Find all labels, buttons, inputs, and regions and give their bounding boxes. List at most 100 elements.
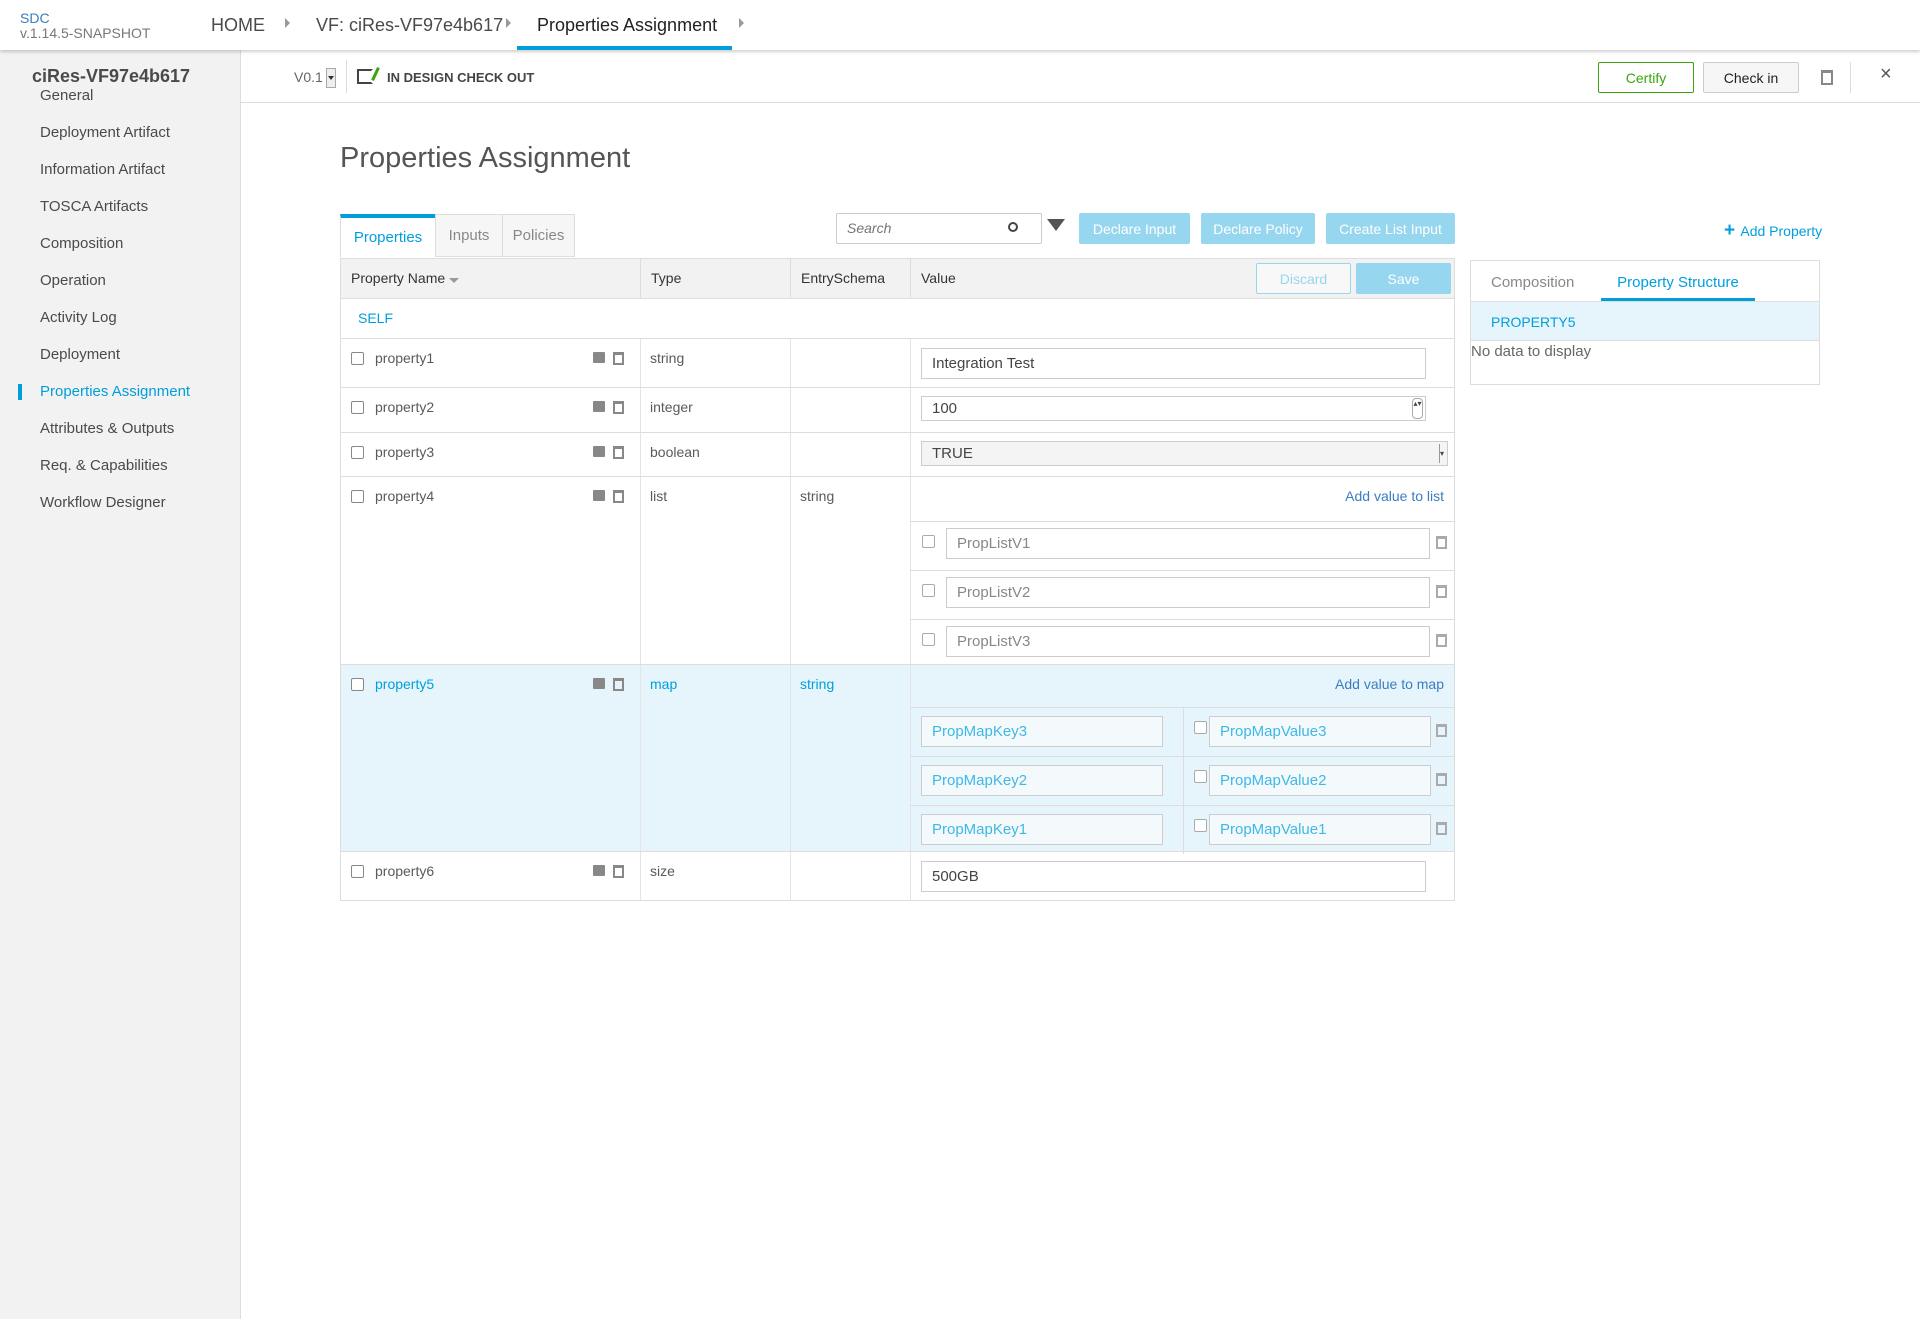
close-icon[interactable]: × <box>1880 63 1892 85</box>
chevron-right-icon <box>739 18 744 28</box>
sidebar-item[interactable]: Activity Log <box>40 309 117 326</box>
map-entry-checkbox[interactable] <box>1194 770 1207 783</box>
version-dropdown-icon[interactable] <box>326 68 336 88</box>
discard-button[interactable]: Discard <box>1256 263 1351 294</box>
search-icon[interactable] <box>1008 222 1018 232</box>
add-property-button[interactable]: + Add Property <box>1724 220 1822 242</box>
tab-policies[interactable]: Policies <box>502 214 575 257</box>
divider <box>910 852 911 900</box>
property-name: property4 <box>375 488 435 504</box>
sidebar-item[interactable]: TOSCA Artifacts <box>40 198 149 215</box>
save-button[interactable]: Save <box>1356 263 1451 294</box>
delete-trash-icon[interactable] <box>613 865 624 878</box>
list-item-input[interactable]: PropListV3 <box>946 626 1430 657</box>
sidebar-item[interactable]: Operation <box>40 272 106 289</box>
comment-icon[interactable] <box>593 401 605 412</box>
list-item-checkbox[interactable] <box>922 535 935 548</box>
property-type: boolean <box>650 444 700 460</box>
app-logo[interactable]: SDC <box>20 10 50 26</box>
map-key-input[interactable]: PropMapKey3 <box>921 716 1163 747</box>
map-entry-checkbox[interactable] <box>1194 819 1207 832</box>
tab-property-structure[interactable]: Property Structure <box>1601 261 1755 301</box>
row-checkbox[interactable] <box>351 678 364 691</box>
divider <box>1850 62 1851 93</box>
map-key-input[interactable]: PropMapKey1 <box>921 814 1163 845</box>
map-entry-checkbox[interactable] <box>1194 721 1207 734</box>
create-list-input-button[interactable]: Create List Input <box>1326 213 1455 244</box>
sidebar-item[interactable]: Req. & Capabilities <box>40 457 168 474</box>
sort-down-icon <box>449 278 460 283</box>
number-spinner[interactable]: ▴▾ <box>1412 398 1423 419</box>
map-value-input[interactable]: PropMapValue2 <box>1209 765 1431 796</box>
check-in-button[interactable]: Check in <box>1703 62 1799 93</box>
breadcrumb-vf[interactable]: VF: ciRes-VF97e4b617 <box>316 15 504 35</box>
certify-button[interactable]: Certify <box>1598 62 1694 93</box>
dropdown-arrow-icon[interactable]: ▾ <box>1439 444 1445 463</box>
sidebar-item[interactable]: Workflow Designer <box>40 494 166 511</box>
sidebar-item[interactable]: Information Artifact <box>40 161 166 178</box>
comment-icon[interactable] <box>593 490 605 501</box>
row-checkbox[interactable] <box>351 446 364 459</box>
divider <box>346 60 347 93</box>
list-item-input[interactable]: PropListV2 <box>946 577 1430 608</box>
delete-trash-icon[interactable] <box>613 352 624 365</box>
comment-icon[interactable] <box>593 352 605 363</box>
comment-icon[interactable] <box>593 865 605 876</box>
row-checkbox[interactable] <box>351 401 364 414</box>
value-select[interactable]: TRUE ▾ <box>921 441 1448 466</box>
row-checkbox[interactable] <box>351 490 364 503</box>
version-select[interactable]: V0.1 <box>294 69 323 85</box>
sidebar-item[interactable]: Deployment <box>40 346 121 363</box>
value-input[interactable]: Integration Test <box>921 348 1426 379</box>
delete-trash-icon[interactable] <box>613 401 624 414</box>
search-input[interactable] <box>847 214 1007 242</box>
tab-inputs[interactable]: Inputs <box>435 214 503 257</box>
delete-trash-icon[interactable] <box>1436 634 1447 647</box>
declare-policy-button[interactable]: Declare Policy <box>1201 213 1315 244</box>
breadcrumb-current[interactable]: Properties Assignment <box>537 15 718 35</box>
sidebar-item[interactable]: General <box>40 87 94 104</box>
header-property-name[interactable]: Property Name <box>351 270 460 286</box>
divider <box>640 433 641 476</box>
delete-trash-icon[interactable] <box>1436 724 1447 737</box>
list-item-checkbox[interactable] <box>922 584 935 597</box>
declare-input-button[interactable]: Declare Input <box>1079 213 1190 244</box>
tab-properties[interactable]: Properties <box>340 214 436 257</box>
delete-trash-icon[interactable] <box>1436 536 1447 549</box>
divider <box>640 339 641 387</box>
sidebar-item[interactable]: Deployment Artifact <box>40 124 171 141</box>
divider <box>1183 805 1184 854</box>
delete-trash-icon[interactable] <box>613 490 624 503</box>
tab-composition[interactable]: Composition <box>1491 274 1575 291</box>
map-value-input[interactable]: PropMapValue3 <box>1209 716 1431 747</box>
value-input[interactable]: 500GB <box>921 861 1426 892</box>
delete-trash-icon[interactable] <box>1436 773 1447 786</box>
filter-icon[interactable] <box>1047 219 1065 231</box>
delete-trash-icon[interactable] <box>1436 822 1447 835</box>
divider <box>640 388 641 432</box>
search-box[interactable] <box>836 213 1042 244</box>
row-checkbox[interactable] <box>351 865 364 878</box>
map-value-input[interactable]: PropMapValue1 <box>1209 814 1431 845</box>
list-item-input[interactable]: PropListV1 <box>946 528 1430 559</box>
value-input[interactable]: 100 ▴▾ <box>921 396 1426 421</box>
comment-icon[interactable] <box>593 678 605 689</box>
property-name: property6 <box>375 863 435 879</box>
sidebar-item[interactable]: Properties Assignment <box>40 383 191 400</box>
sidebar-item[interactable]: Attributes & Outputs <box>40 420 175 437</box>
add-value-link[interactable]: Add value to list <box>1345 488 1444 504</box>
breadcrumb-home[interactable]: HOME <box>211 15 265 35</box>
property-name: property3 <box>375 444 435 460</box>
delete-trash-icon[interactable] <box>1821 70 1833 85</box>
row-checkbox[interactable] <box>351 352 364 365</box>
comment-icon[interactable] <box>593 446 605 457</box>
sidebar-item[interactable]: Composition <box>40 235 124 252</box>
delete-trash-icon[interactable] <box>613 446 624 459</box>
map-key-input[interactable]: PropMapKey2 <box>921 765 1163 796</box>
add-value-link[interactable]: Add value to map <box>1335 676 1444 692</box>
list-item-checkbox[interactable] <box>922 633 935 646</box>
property-type: size <box>650 863 675 879</box>
selected-property[interactable]: PROPERTY5 <box>1471 301 1819 341</box>
delete-trash-icon[interactable] <box>1436 585 1447 598</box>
delete-trash-icon[interactable] <box>613 678 624 691</box>
